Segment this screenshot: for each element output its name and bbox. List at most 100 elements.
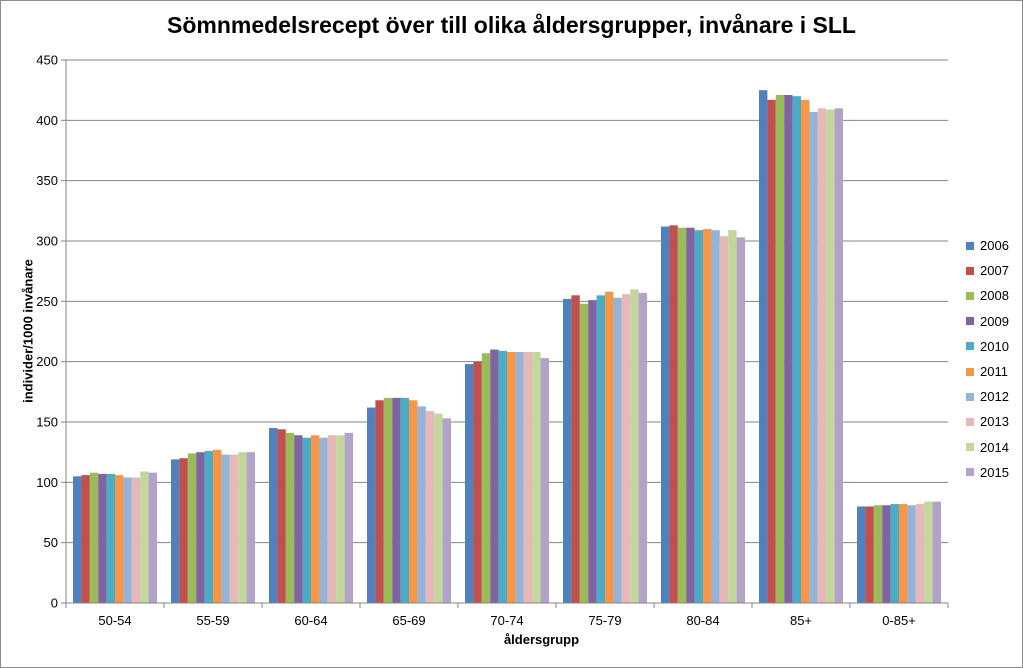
legend-item: 2008: [966, 283, 1009, 308]
legend-swatch: [966, 392, 974, 401]
bar-65-69-2012: [417, 406, 426, 603]
bar-70-74-2006: [465, 364, 474, 603]
bar-80-84-2007: [669, 225, 678, 603]
x-tick-label: 80-84: [686, 613, 719, 628]
bar-85+-2015: [834, 108, 843, 604]
bar-85+-2007: [767, 99, 776, 603]
bar-85+-2014: [826, 109, 835, 604]
x-axis-label: åldersgrupp: [503, 632, 580, 647]
bar-70-74-2009: [490, 349, 499, 603]
y-tick-label: 150: [36, 415, 58, 430]
bar-75-79-2014: [630, 289, 639, 603]
bar-0-85+-2015: [932, 501, 941, 603]
x-tick-label: 65-69: [392, 613, 425, 628]
y-tick-labels: 0 50 100 150 200 250 300 350 400 450: [36, 53, 58, 611]
legend-item: 2014: [966, 435, 1009, 460]
bar-50-54-2013: [131, 477, 141, 603]
legend-label: 2011: [980, 364, 1008, 380]
bar-70-74-2010: [498, 350, 507, 603]
bar-0-85+-2011: [899, 504, 908, 603]
bars: [73, 90, 941, 604]
bar-50-54-2015: [148, 472, 157, 603]
bar-50-54-2008: [89, 472, 99, 603]
x-tick-labels: 50-54 55-59 60-64 65-69 70-74 75-79 80-84 85+ 0-…: [98, 613, 915, 628]
bar-50-54-2012: [123, 477, 132, 603]
bar-85+-2006: [759, 90, 768, 603]
bar-50-54-2009: [98, 473, 107, 603]
y-tick-label: 300: [36, 234, 58, 249]
legend-label: 2015: [980, 464, 1009, 480]
y-tick-label: 200: [36, 354, 58, 369]
bar-85+-2009: [784, 94, 793, 603]
bar-0-85+-2012: [907, 505, 916, 603]
bar-70-74-2011: [507, 352, 516, 603]
bar-75-79-2011: [605, 291, 614, 603]
bar-0-85+-2006: [857, 506, 866, 603]
legend-swatch: [966, 317, 974, 326]
bar-60-64-2015: [344, 432, 353, 603]
bar-60-64-2013: [327, 435, 337, 603]
x-tick-label: 50-54: [98, 613, 131, 628]
legend-swatch: [966, 342, 974, 351]
bar-60-64-2008: [285, 432, 295, 603]
bar-80-84-2010: [694, 230, 703, 603]
y-axis-label: individer/1000 invånare: [20, 259, 36, 403]
bar-60-64-2006: [269, 428, 278, 603]
legend-swatch: [966, 367, 974, 376]
bar-0-85+-2010: [890, 504, 899, 603]
bar-0-85+-2007: [865, 506, 874, 603]
bar-80-84-2006: [661, 226, 670, 603]
bar-0-85+-2014: [924, 501, 933, 603]
bar-85+-2012: [809, 111, 818, 604]
legend-label: 2010: [980, 338, 1009, 354]
legend-label: 2013: [980, 414, 1009, 430]
x-tick-label: 70-74: [490, 613, 523, 628]
legend: 2006 2007 2008 2009 2010 2011 2012 2013 2014 2015: [966, 233, 1009, 485]
bar-55-59-2012: [221, 454, 230, 603]
bar-55-59-2015: [246, 452, 255, 603]
bar-70-74-2008: [481, 353, 491, 603]
bar-75-79-2010: [596, 295, 605, 603]
bar-65-69-2010: [400, 397, 409, 603]
x-tick-label: 60-64: [294, 613, 327, 628]
bar-75-79-2013: [621, 294, 631, 603]
legend-swatch: [966, 266, 974, 275]
bar-85+-2011: [801, 99, 810, 603]
y-tick-label: 250: [36, 294, 58, 309]
y-tick-label: 450: [36, 53, 58, 68]
chart-title: Sömnmedelsrecept över till olika åldersg…: [167, 12, 856, 38]
bar-85+-2010: [792, 96, 801, 603]
bar-55-59-2007: [179, 458, 188, 603]
legend-item: 2015: [966, 460, 1009, 485]
bar-70-74-2007: [473, 361, 482, 603]
x-tick-label: 0-85+: [882, 613, 916, 628]
bar-60-64-2014: [336, 435, 345, 603]
y-tick-label: 0: [51, 596, 58, 611]
bar-80-84-2008: [677, 227, 687, 603]
bar-60-64-2012: [319, 437, 328, 603]
legend-swatch: [966, 241, 974, 250]
bar-75-79-2006: [563, 298, 572, 603]
bar-50-54-2014: [140, 471, 149, 603]
bar-55-59-2006: [171, 459, 180, 603]
bar-50-54-2011: [115, 475, 124, 603]
bar-65-69-2013: [425, 411, 435, 603]
y-tick-label: 50: [44, 535, 58, 550]
bar-0-85+-2009: [882, 505, 891, 603]
bar-70-74-2015: [540, 358, 549, 603]
legend-item: 2007: [966, 258, 1009, 283]
bar-75-79-2008: [579, 303, 589, 603]
bar-60-64-2011: [311, 435, 320, 603]
legend-item: 2010: [966, 334, 1009, 359]
bar-65-69-2007: [375, 400, 384, 603]
y-tick-label: 400: [36, 113, 58, 128]
bar-65-69-2015: [442, 418, 451, 603]
axes: [61, 59, 949, 608]
bar-75-79-2012: [613, 297, 622, 603]
legend-label: 2006: [980, 238, 1009, 254]
bar-0-85+-2008: [873, 505, 883, 603]
bar-60-64-2010: [302, 437, 311, 603]
bar-80-84-2015: [736, 237, 745, 603]
bar-0-85+-2013: [915, 504, 925, 603]
